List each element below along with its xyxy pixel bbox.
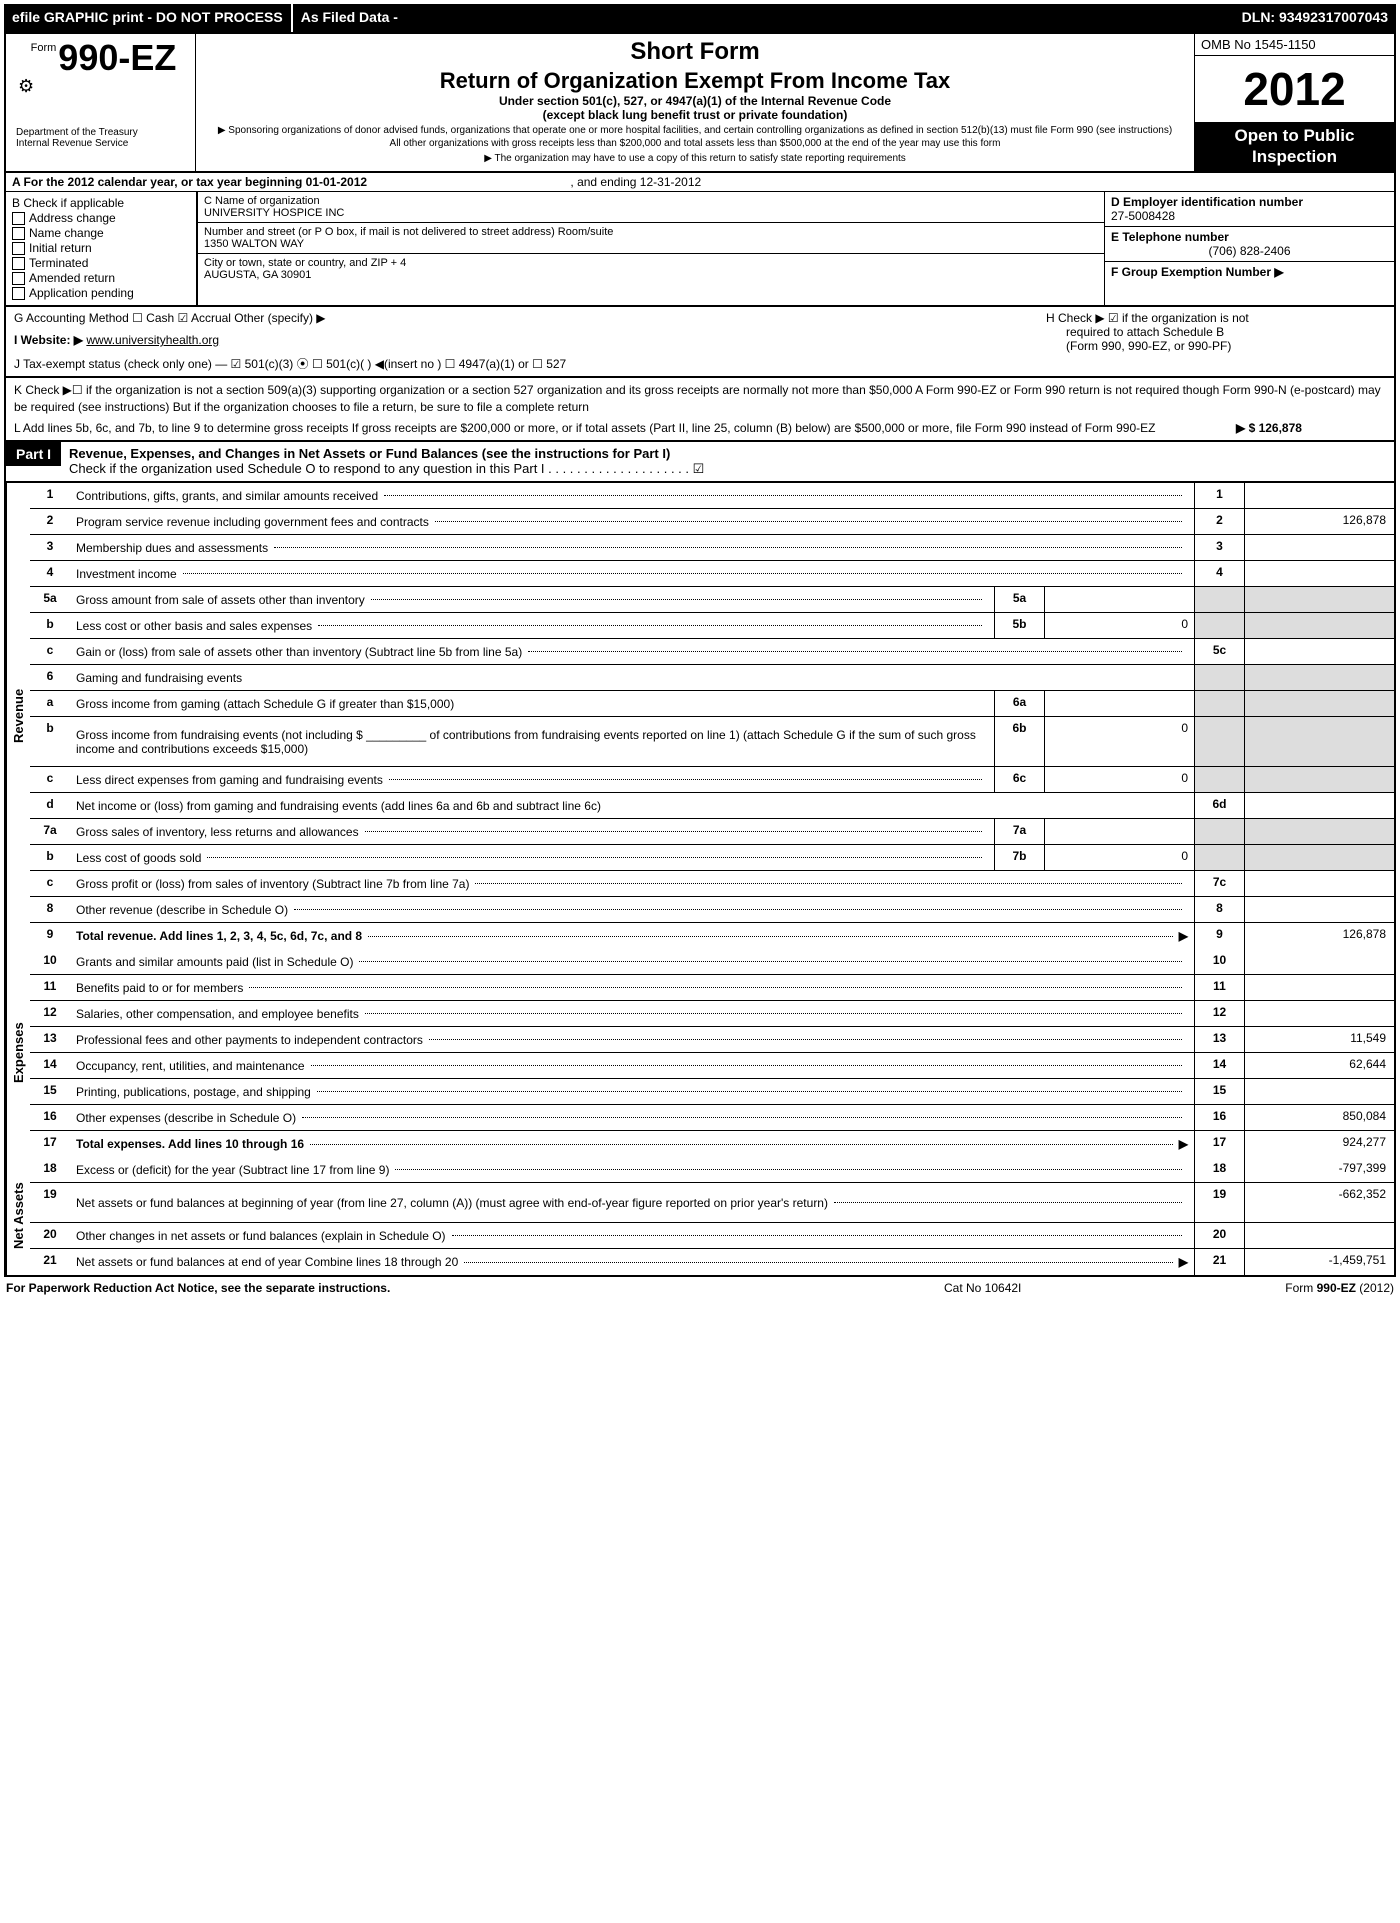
cb-pending[interactable] [12, 287, 25, 300]
form-number: 990-EZ [58, 40, 176, 76]
topbar-left: efile GRAPHIC print - DO NOT PROCESS [4, 4, 291, 32]
city-label: City or town, state or country, and ZIP … [204, 257, 1098, 269]
netassets-side-label: Net Assets [6, 1157, 30, 1275]
part-1-tab: Part I [6, 442, 61, 466]
footer-cat: Cat No 10642I [944, 1281, 1194, 1295]
section-ghij: G Accounting Method ☐ Cash ☑ Accrual Oth… [4, 307, 1396, 378]
topbar-dln: DLN: 93492317007043 [1234, 4, 1396, 32]
e-label: E Telephone number [1111, 230, 1229, 244]
omb-number: OMB No 1545-1150 [1195, 34, 1394, 56]
c-label: C Name of organization [204, 195, 1098, 207]
header-note-1: ▶ Sponsoring organizations of donor advi… [212, 124, 1178, 150]
line-l-value: ▶ $ 126,878 [1236, 420, 1386, 437]
tax-year: 2012 [1195, 56, 1394, 122]
line-k: K Check ▶☐ if the organization is not a … [14, 382, 1386, 416]
header-right: OMB No 1545-1150 2012 Open to Public Ins… [1194, 34, 1394, 171]
line-a: A For the 2012 calendar year, or tax yea… [4, 173, 1396, 192]
footer-left: For Paperwork Reduction Act Notice, see … [6, 1281, 944, 1295]
phone-value: (706) 828-2406 [1111, 244, 1388, 258]
line-h-3: (Form 990, 990-EZ, or 990-PF) [1066, 339, 1386, 353]
topbar: efile GRAPHIC print - DO NOT PROCESS As … [4, 4, 1396, 32]
line-g: G Accounting Method ☐ Cash ☑ Accrual Oth… [14, 311, 1026, 325]
header-left: Form 990-EZ ⚙ Department of the Treasury… [6, 34, 196, 171]
expenses-side-label: Expenses [6, 949, 30, 1157]
netassets-grid: Net Assets 18Excess or (deficit) for the… [4, 1157, 1396, 1277]
return-title: Return of Organization Exempt From Incom… [206, 68, 1184, 94]
short-form-label: Short Form [206, 38, 1184, 66]
topbar-mid: As Filed Data - [291, 4, 406, 32]
section-kl: K Check ▶☐ if the organization is not a … [4, 378, 1396, 442]
section-b: B Check if applicable Address change Nam… [6, 192, 196, 305]
header-note-2: ▶ The organization may have to use a cop… [212, 152, 1178, 165]
line-2-value: 126,878 [1244, 509, 1394, 534]
cb-address-change[interactable] [12, 212, 25, 225]
d-label: D Employer identification number [1111, 195, 1303, 209]
block-b: B Check if applicable Address change Nam… [4, 192, 1396, 307]
street-value: 1350 WALTON WAY [204, 238, 1098, 250]
ein-value: 27-5008428 [1111, 209, 1175, 223]
subtitle-1: Under section 501(c), 527, or 4947(a)(1)… [206, 94, 1184, 108]
website-link[interactable]: www.universityhealth.org [86, 333, 219, 347]
cb-amended[interactable] [12, 272, 25, 285]
b-title: B Check if applicable [12, 196, 190, 210]
footer-form: Form 990-EZ (2012) [1194, 1281, 1394, 1295]
part-1-title: Revenue, Expenses, and Changes in Net As… [61, 442, 1394, 481]
part-1-header: Part I Revenue, Expenses, and Changes in… [4, 442, 1396, 483]
line-l: L Add lines 5b, 6c, and 7b, to line 9 to… [14, 420, 1236, 437]
dept-irs: Internal Revenue Service [12, 138, 189, 149]
f-label: F Group Exemption Number ▶ [1111, 265, 1284, 279]
line-i: I Website: ▶ www.universityhealth.org [14, 333, 1026, 347]
section-c: C Name of organization UNIVERSITY HOSPIC… [196, 192, 1104, 305]
section-def: D Employer identification number 27-5008… [1104, 192, 1394, 305]
revenue-side-label: Revenue [6, 483, 30, 949]
line-h-2: required to attach Schedule B [1066, 325, 1386, 339]
city-value: AUGUSTA, GA 30901 [204, 269, 1098, 281]
total-expenses-value: 924,277 [1244, 1131, 1394, 1157]
form-prefix: Form [31, 42, 57, 54]
form-page: efile GRAPHIC print - DO NOT PROCESS As … [0, 0, 1400, 1303]
form-header: Form 990-EZ ⚙ Department of the Treasury… [4, 32, 1396, 173]
header-mid: Short Form Return of Organization Exempt… [196, 34, 1194, 171]
subtitle-2: (except black lung benefit trust or priv… [206, 108, 1184, 122]
cb-terminated[interactable] [12, 257, 25, 270]
net-assets-end-value: -1,459,751 [1244, 1249, 1394, 1275]
total-revenue-value: 126,878 [1244, 923, 1394, 949]
org-name: UNIVERSITY HOSPICE INC [204, 207, 1098, 219]
cb-name-change[interactable] [12, 227, 25, 240]
revenue-grid: Revenue 1Contributions, gifts, grants, a… [4, 483, 1396, 949]
dept-treasury: Department of the Treasury [12, 127, 189, 138]
line-h-1: H Check ▶ ☑ if the organization is not [1046, 311, 1386, 325]
open-to-public: Open to Public Inspection [1195, 122, 1394, 171]
expenses-grid: Expenses 10Grants and similar amounts pa… [4, 949, 1396, 1157]
line-j: J Tax-exempt status (check only one) — ☑… [14, 355, 1026, 372]
street-label: Number and street (or P O box, if mail i… [204, 226, 1098, 238]
cb-initial-return[interactable] [12, 242, 25, 255]
